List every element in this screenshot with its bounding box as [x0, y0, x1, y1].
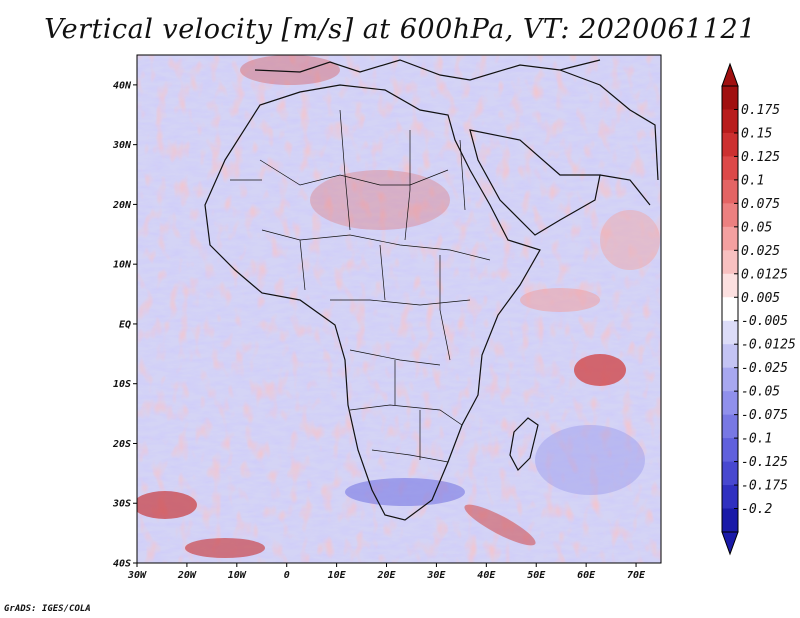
colorbar-label: -0.2: [741, 502, 772, 517]
colorbar-label: -0.1: [741, 432, 772, 447]
lon-tick-label: 0: [284, 570, 290, 581]
lon-tick-label: 10W: [228, 570, 247, 581]
lon-tick-label: 40E: [477, 570, 496, 581]
colorbar-label: 0.075: [741, 197, 780, 212]
colorbar-swatch: [722, 485, 738, 510]
colorbar: 0.175 0.15 0.125 0.1 0.075 0.05 0.025 0.0125 0.0…: [721, 62, 796, 556]
velocity-field: [137, 55, 661, 563]
colorbar-swatch: [722, 438, 738, 463]
colorbar-label: 0.125: [741, 150, 780, 165]
lat-tick-label: 30S: [112, 499, 131, 510]
latitude-axis: 40N 30N 20N 10N EQ 10S 20S 30S 40S: [112, 80, 137, 570]
lon-tick-label: 30W: [127, 570, 147, 581]
lon-tick-label: 30E: [426, 570, 446, 581]
map-frame: [136, 54, 662, 564]
lon-tick-label: 60E: [577, 570, 596, 581]
country-borders: [230, 109, 491, 463]
colorbar-label: 0.0125: [741, 267, 788, 282]
lon-tick-label: 50E: [527, 570, 546, 581]
colorbar-swatch: [722, 250, 738, 275]
colorbar-swatch: [722, 297, 738, 322]
lon-tick-label: 10E: [328, 570, 347, 581]
colorbar-swatch: [722, 414, 738, 439]
colorbar-bottom-arrow: [721, 531, 739, 556]
colorbar-swatch: [722, 226, 738, 251]
colorbar-swatch: [722, 132, 738, 157]
colorbar-swatch: [722, 508, 738, 533]
colorbar-swatch: [722, 273, 738, 298]
lat-tick-label: 40N: [113, 80, 132, 91]
colorbar-swatch: [722, 203, 738, 228]
colorbar-swatch: [722, 109, 738, 134]
colorbar-label: -0.175: [741, 479, 788, 494]
colorbar-swatch: [722, 461, 738, 486]
colorbar-frame: [721, 85, 739, 533]
longitude-axis: 30W 20W 10W 0 10E 20E 30E 40E 50E 60E 70E: [127, 563, 646, 581]
lat-tick-label: 10S: [113, 379, 131, 390]
colorbar-label: -0.005: [741, 314, 788, 329]
colorbar-swatch: [722, 367, 738, 392]
colorbar-label: 0.15: [741, 126, 772, 141]
credit-label: GrADS: IGES/COLA: [4, 604, 91, 614]
colorbar-label: 0.1: [741, 173, 764, 188]
colorbar-label: -0.075: [741, 408, 788, 423]
colorbar-top-arrow: [721, 62, 739, 87]
lat-tick-label: EQ: [119, 319, 131, 330]
lon-tick-label: 70E: [627, 570, 646, 581]
colorbar-swatch: [722, 391, 738, 416]
colorbar-swatch: [722, 179, 738, 204]
lat-tick-label: 20S: [112, 439, 131, 450]
colorbar-label: -0.05: [741, 385, 780, 400]
lat-tick-label: 10N: [113, 260, 132, 271]
lat-tick-label: 20N: [112, 200, 132, 211]
colorbar-label: -0.0125: [741, 338, 796, 353]
colorbar-label: 0.025: [741, 244, 780, 259]
colorbar-label: 0.005: [741, 291, 780, 306]
colorbar-swatch: [722, 344, 738, 369]
colorbar-swatch: [722, 320, 738, 345]
lon-tick-label: 20E: [376, 570, 396, 581]
colorbar-swatch: [722, 86, 738, 110]
chart-title: Vertical velocity [m/s] at 600hPa, VT: 2…: [44, 14, 756, 45]
colorbar-label: 0.175: [741, 103, 780, 118]
lat-tick-label: 40S: [113, 559, 131, 570]
colorbar-label: -0.025: [741, 361, 788, 376]
colorbar-label: 0.05: [741, 220, 772, 235]
coastlines: [204, 59, 659, 521]
colorbar-swatch: [722, 156, 738, 181]
colorbar-label: -0.125: [741, 455, 788, 470]
lon-tick-label: 20W: [177, 570, 197, 581]
lat-tick-label: 30N: [112, 140, 132, 151]
